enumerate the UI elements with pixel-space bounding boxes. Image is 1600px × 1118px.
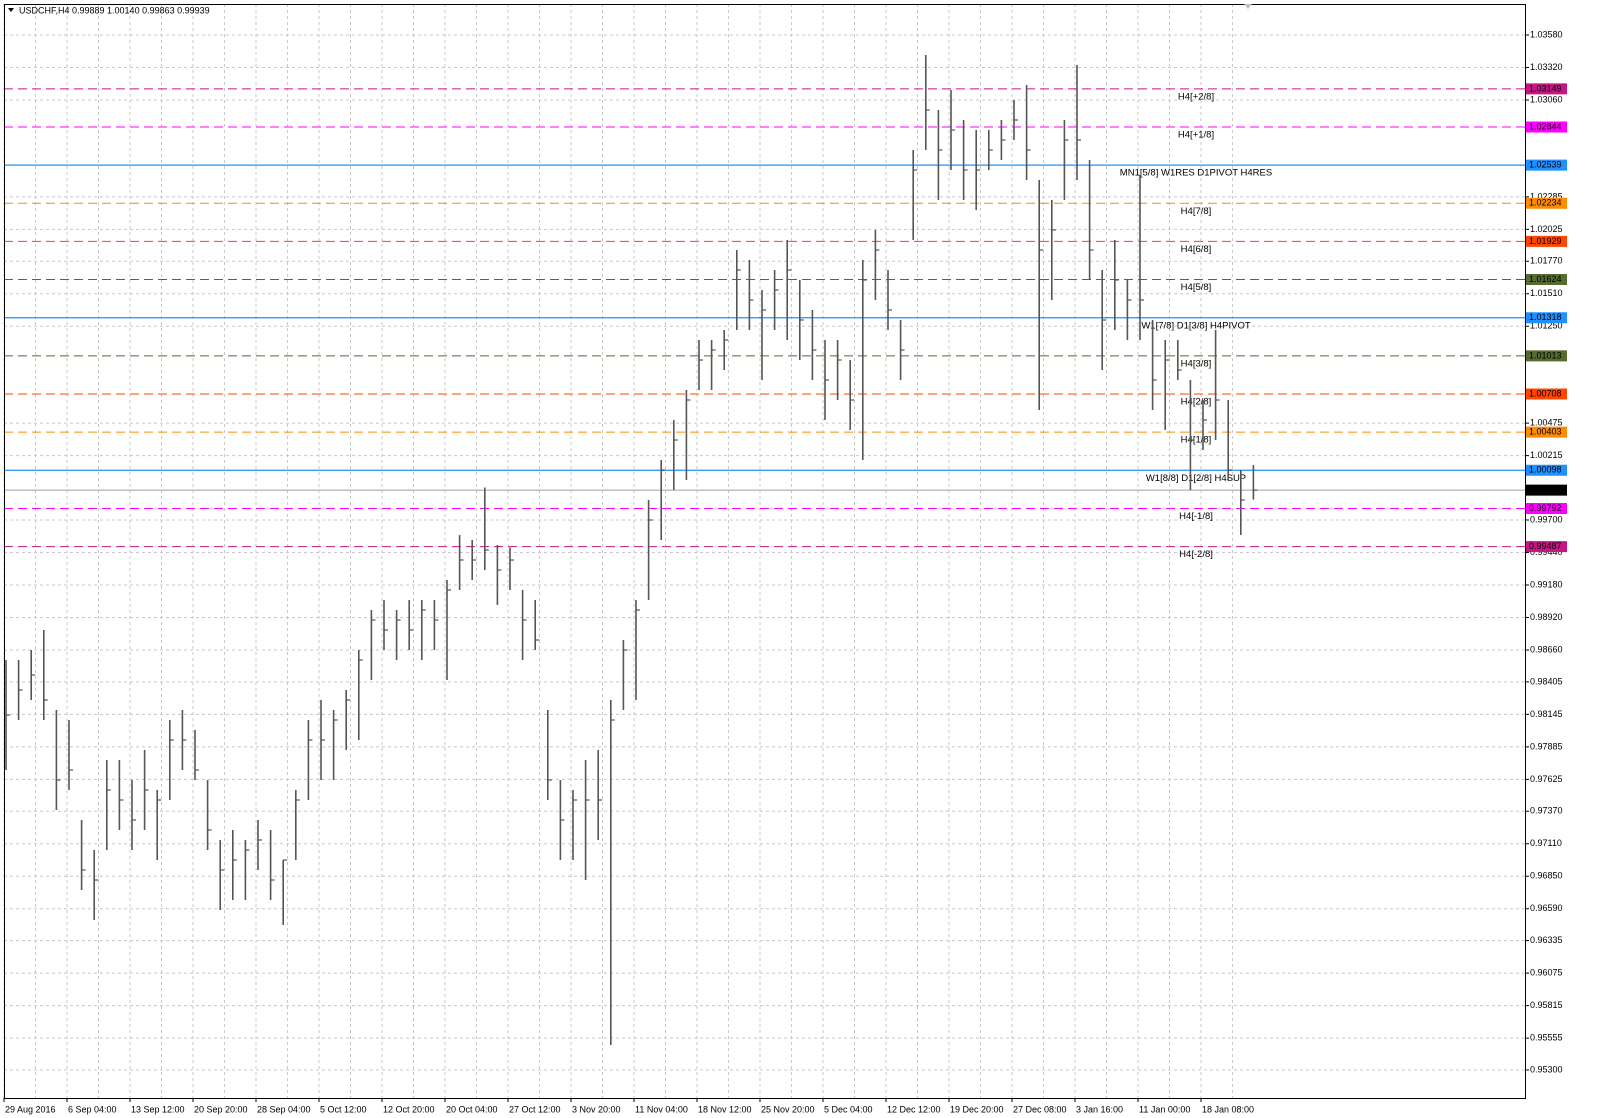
price-tag [1526, 159, 1567, 171]
price-tag-label: 1.00098 [1529, 465, 1562, 475]
price-tag-label: 0.99487 [1529, 541, 1562, 551]
level-label: H4[+1/8] [1178, 130, 1214, 141]
y-tick-label: 0.96850 [1530, 871, 1563, 881]
x-tick-label: 3 Jan 16:00 [1076, 1104, 1123, 1114]
price-tag [1526, 312, 1567, 324]
y-tick-label: 1.01510 [1530, 288, 1563, 298]
x-tick-label: 18 Jan 08:00 [1202, 1104, 1254, 1114]
axes: 1.03580 1.03320 1.03060 1.02285 1.02025 1.017… [3, 29, 1567, 1114]
price-tag [1526, 426, 1567, 438]
x-tick-label: 12 Dec 12:00 [887, 1104, 941, 1114]
level-label: H4[6/8] [1181, 244, 1212, 255]
x-tick-label: 19 Dec 20:00 [950, 1104, 1004, 1114]
y-tick-label: 0.95300 [1530, 1064, 1563, 1074]
price-tag-label: 1.02844 [1529, 121, 1562, 131]
price-bars [5, 55, 1258, 1045]
y-tick-label: 0.95555 [1530, 1033, 1563, 1043]
y-tick-label: 0.97110 [1530, 838, 1562, 848]
y-tick-label: 1.01770 [1530, 256, 1563, 266]
level-label: MN1[5/8] W1RES D1PIVOT H4RES [1120, 168, 1272, 179]
y-tick-label: 1.02285 [1530, 191, 1563, 201]
price-tag-label: 1.02234 [1529, 198, 1562, 208]
levels: H4[+2/8] H4[+1/8] MN1[5/8] W1RES D1PIVOT H… [4, 88, 1525, 560]
x-tick-label: 5 Oct 12:00 [320, 1104, 367, 1114]
level-label: H4[1/8] [1181, 435, 1212, 446]
x-tick-label: 12 Oct 20:00 [383, 1104, 435, 1114]
x-tick-label: 20 Sep 20:00 [194, 1104, 248, 1114]
price-tag [1526, 83, 1567, 95]
chart-title: USDCHF,H4 0.99889 1.00140 0.99863 0.9993… [19, 5, 210, 15]
price-tag-label: 1.00403 [1529, 427, 1562, 437]
y-tick-label: 1.03060 [1530, 94, 1563, 104]
level-label: W1[8/8] D1[2/8] H4SUP [1146, 473, 1246, 484]
price-tag [1526, 464, 1567, 476]
level-label: H4[3/8] [1181, 358, 1212, 369]
price-tag [1526, 350, 1567, 362]
y-tick-label: 0.97370 [1530, 806, 1563, 816]
price-tag [1526, 274, 1567, 285]
plot-frame [4, 4, 1526, 1099]
price-tag [1526, 503, 1567, 514]
level-label: H4[5/8] [1181, 282, 1212, 293]
price-tag [1526, 388, 1567, 400]
level-label: H4[7/8] [1181, 206, 1212, 217]
price-tag-label: 0.99792 [1529, 503, 1562, 513]
y-tick-label: 0.96335 [1530, 935, 1563, 945]
level-label: H4[-1/8] [1179, 511, 1213, 522]
x-tick-label: 6 Sep 04:00 [68, 1104, 117, 1114]
y-tick-label: 0.96075 [1530, 968, 1563, 978]
y-tick-label: 0.98405 [1530, 676, 1563, 686]
price-tag-label: 1.03149 [1529, 83, 1562, 93]
y-tick-label: 0.98920 [1530, 612, 1563, 622]
x-tick-label: 27 Dec 08:00 [1013, 1104, 1067, 1114]
menu-arrow[interactable] [8, 8, 14, 12]
x-tick-label: 18 Nov 12:00 [698, 1104, 752, 1114]
y-tick-label: 1.01250 [1530, 321, 1563, 331]
level-label: H4[+2/8] [1178, 91, 1214, 102]
price-tag-label: 1.00708 [1529, 388, 1562, 398]
x-tick-label: 11 Nov 04:00 [635, 1104, 688, 1114]
price-tag [1526, 541, 1567, 553]
price-tag-label: 1.01013 [1529, 350, 1562, 360]
y-tick-label: 1.02025 [1530, 224, 1563, 234]
level-label: H4[2/8] [1181, 397, 1212, 408]
x-tick-label: 27 Oct 12:00 [509, 1104, 561, 1114]
x-tick-label: 28 Sep 04:00 [257, 1104, 311, 1114]
x-tick-label: 29 Aug 2016 [5, 1104, 56, 1114]
y-tick-label: 1.00215 [1530, 450, 1563, 460]
y-tick-label: 0.99180 [1530, 579, 1563, 589]
y-tick-label: 0.97625 [1530, 774, 1563, 784]
x-tick-label: 25 Nov 20:00 [761, 1104, 815, 1114]
y-tick-label: 0.98145 [1530, 709, 1563, 719]
price-tag [1526, 235, 1567, 247]
price-tag-label: 1.01318 [1529, 312, 1562, 322]
y-tick-label: 0.95815 [1530, 1000, 1563, 1010]
y-tick-label: 1.03580 [1530, 29, 1563, 39]
y-tick-label: 0.97885 [1530, 741, 1563, 751]
y-tick-label: 1.03320 [1530, 62, 1563, 72]
level-label: H4[-2/8] [1179, 549, 1213, 560]
y-tick-label: 0.98660 [1530, 644, 1563, 654]
x-tick-label: 3 Nov 20:00 [572, 1104, 621, 1114]
level-label: W1[7/8] D1[3/8] H4PIVOT [1141, 320, 1250, 331]
x-tick-label: 20 Oct 04:00 [446, 1104, 498, 1114]
x-tick-label: 5 Dec 04:00 [824, 1104, 873, 1114]
price-tag [1526, 197, 1567, 209]
bid-tag [1526, 484, 1567, 496]
y-tick-label: 0.99700 [1530, 514, 1563, 524]
x-tick-label: 13 Sep 12:00 [131, 1104, 185, 1114]
shift-marker [1244, 4, 1252, 9]
price-tag [1526, 121, 1567, 133]
x-tick-label: 11 Jan 00:00 [1139, 1104, 1190, 1114]
price-tag-label: 1.01624 [1529, 274, 1562, 284]
y-tick-label: 0.96590 [1530, 903, 1563, 913]
bid-tag-label: 0.99939 [1529, 485, 1562, 495]
price-tag-label: 1.01929 [1529, 236, 1562, 246]
price-tag-label: 1.02539 [1529, 160, 1562, 170]
y-tick-label: 1.00475 [1530, 418, 1563, 428]
